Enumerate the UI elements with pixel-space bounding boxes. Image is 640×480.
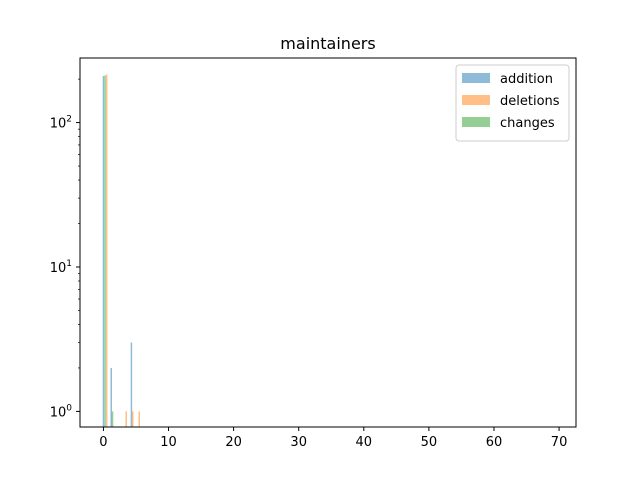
legend-swatch-deletions [462,95,490,105]
x-tick-label: 30 [290,435,307,450]
bar-deletions [131,411,134,427]
bar-addition [102,76,105,427]
y-tick-label: 101 [50,259,72,276]
legend-swatch-addition [462,73,490,83]
y-axis: 100 101 102 [50,78,80,420]
x-axis: 0 10 20 30 40 50 60 70 [99,427,567,450]
x-tick-label: 40 [356,435,373,450]
x-tick-label: 0 [99,435,107,450]
chart-title: maintainers [280,34,375,53]
bars-layer [102,74,140,428]
x-tick-label: 50 [421,435,438,450]
x-tick-label: 20 [225,435,242,450]
bar-deletions [125,411,127,427]
legend-label-addition: addition [500,72,553,87]
bar-addition [130,342,133,427]
plot-frame [79,57,577,428]
bar-changes [104,75,106,427]
x-tick-label: 70 [551,435,568,450]
bar-changes [111,411,114,427]
bar-addition [110,367,112,427]
y-tick-label: 102 [50,115,72,132]
legend-swatch-changes [462,117,490,127]
legend-label-deletions: deletions [500,94,560,109]
y-tick-label: 100 [50,403,73,420]
legend-label-changes: changes [500,116,555,131]
legend: addition deletions changes [455,64,570,142]
bar-deletions [105,74,108,428]
bar-deletions [138,411,140,427]
x-tick-label: 60 [486,435,503,450]
x-tick-label: 10 [160,435,177,450]
